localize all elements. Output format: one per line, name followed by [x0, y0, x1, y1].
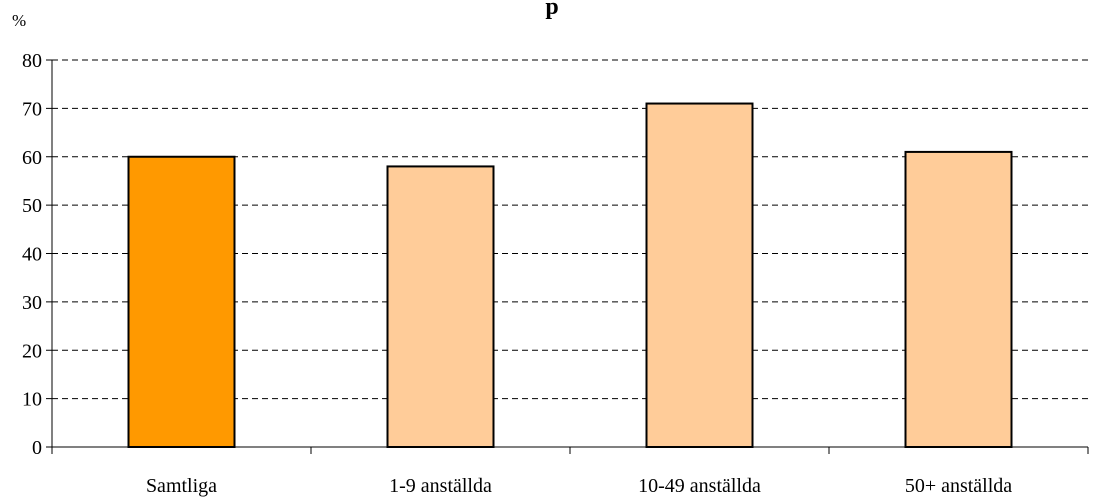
y-tick-label-30: 30 [22, 292, 42, 314]
bar-1 [386, 165, 495, 449]
y-tick-label-10: 10 [22, 389, 42, 411]
bars [127, 102, 1013, 449]
bar-3 [904, 150, 1013, 448]
y-tick-label-60: 60 [22, 147, 42, 169]
y-tick-labels: 0 10 20 30 40 50 60 70 80 [22, 50, 42, 459]
y-tick-label-70: 70 [22, 98, 42, 120]
x-tick-label-1: 1-9 anställda [389, 475, 492, 497]
x-tick-labels: Samtliga 1-9 anställda 10-49 anställda 50+ … [146, 475, 1012, 497]
bar-2 [645, 102, 754, 448]
y-axis-unit-label: % [12, 11, 26, 30]
y-tick-label-0: 0 [32, 437, 42, 459]
chart-title: p [545, 0, 558, 20]
x-tick-label-0: Samtliga [146, 475, 217, 497]
x-tick-label-2: 10-49 anställda [638, 475, 761, 497]
y-tick-label-40: 40 [22, 244, 42, 266]
y-tick-label-50: 50 [22, 195, 42, 217]
bar-0 [127, 155, 236, 448]
y-tick-label-80: 80 [22, 50, 42, 72]
x-tick-label-3: 50+ anställda [905, 475, 1012, 497]
axes [46, 59, 1089, 454]
y-tick-label-20: 20 [22, 340, 42, 362]
